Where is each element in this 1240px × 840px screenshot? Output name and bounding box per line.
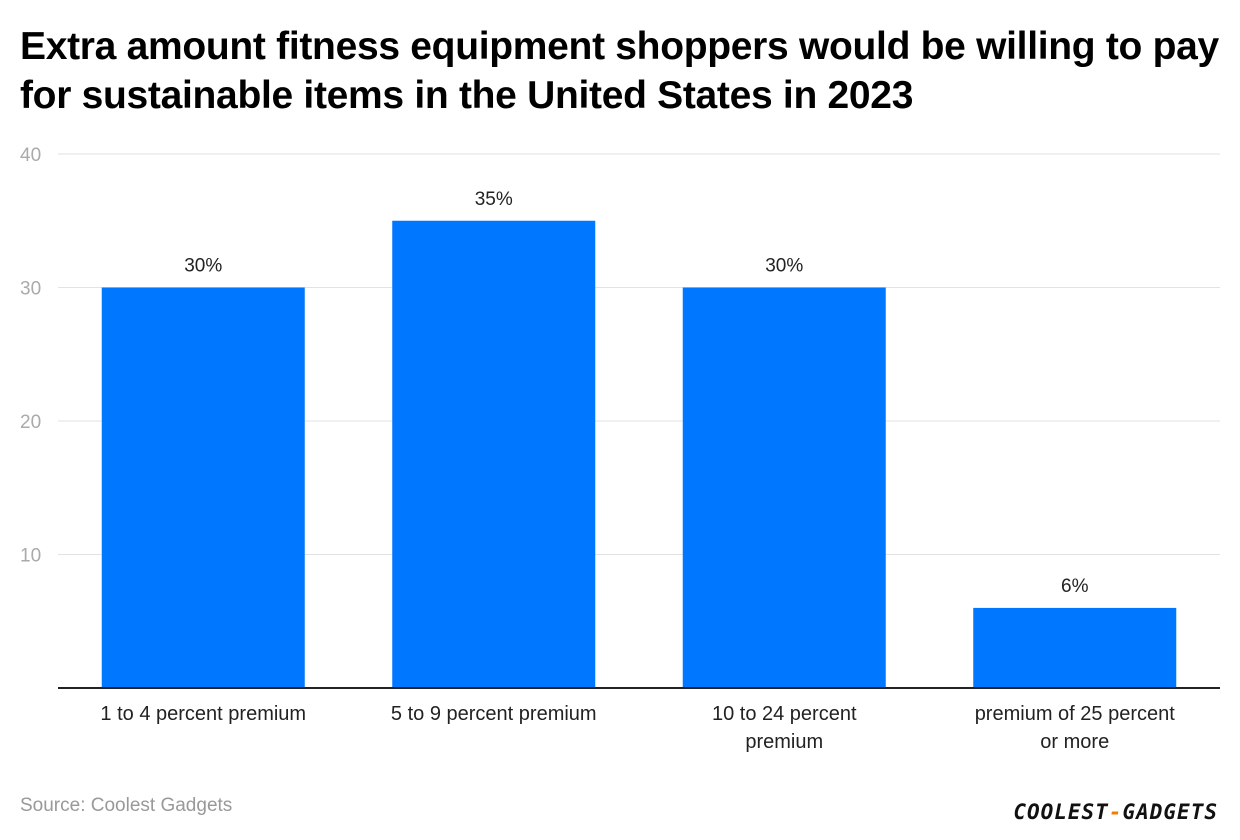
data-label: 35% <box>475 189 513 210</box>
brand-logo: COOLEST-GADGETS <box>1013 800 1218 824</box>
y-tick-label: 30 <box>20 279 41 300</box>
bar <box>682 287 886 688</box>
data-label: 30% <box>184 256 222 277</box>
bar <box>973 607 1177 688</box>
x-tick-label: or more <box>1040 731 1109 753</box>
data-label: 30% <box>765 256 803 277</box>
x-tick-label: premium <box>745 731 823 753</box>
x-tick-label: 1 to 4 percent premium <box>100 703 306 725</box>
x-tick-label: premium of 25 percent <box>975 703 1176 725</box>
x-tick-label: 5 to 9 percent premium <box>391 703 597 725</box>
x-tick-label: 10 to 24 percent <box>712 703 857 725</box>
source-note: Source: Coolest Gadgets <box>20 795 233 816</box>
chart-title: Extra amount fitness equipment shoppers … <box>20 25 1219 117</box>
bar <box>392 220 596 688</box>
data-label: 6% <box>1061 576 1089 597</box>
y-tick-label: 40 <box>20 145 41 166</box>
y-tick-label: 20 <box>20 412 41 433</box>
bar <box>101 287 305 688</box>
y-tick-label: 10 <box>20 546 41 567</box>
